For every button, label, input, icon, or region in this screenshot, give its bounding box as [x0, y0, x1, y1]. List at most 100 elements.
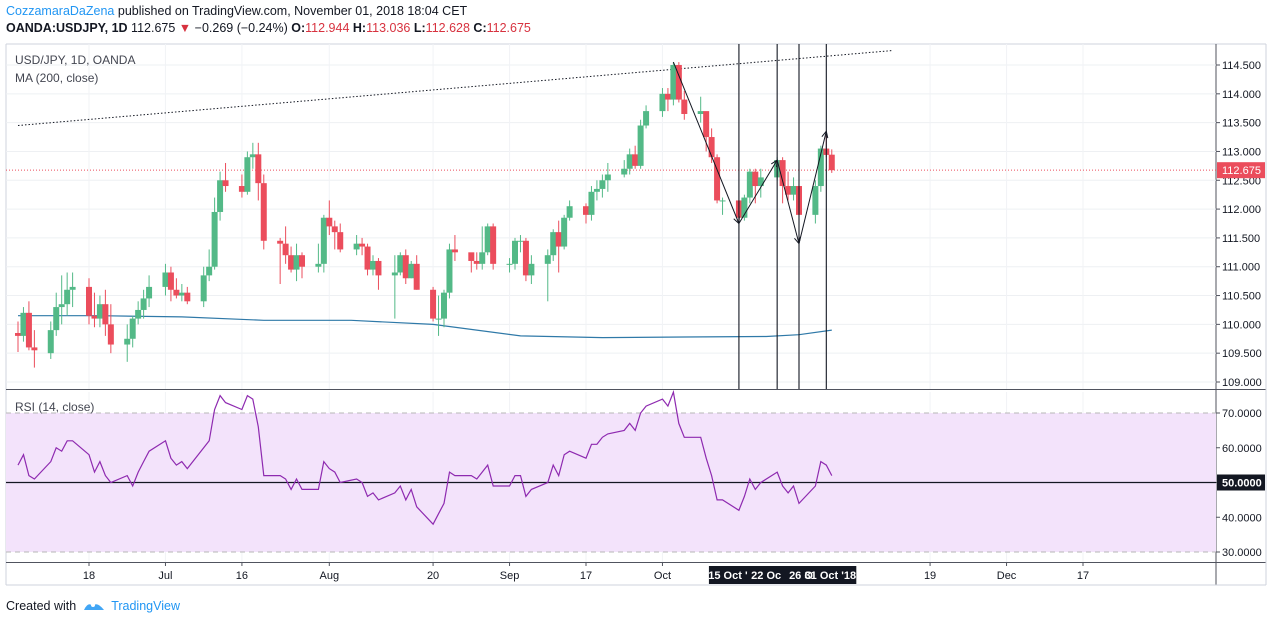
candle-body [757, 177, 764, 187]
candle-body [714, 157, 721, 201]
candle [244, 151, 251, 195]
candle [479, 226, 486, 270]
candle [364, 243, 371, 276]
candle [107, 304, 114, 354]
candle [812, 180, 819, 224]
rsi-tick-label: 60.0000 [1222, 443, 1262, 455]
candle-body [107, 324, 114, 345]
candle [222, 162, 229, 192]
price-tick-label: 114.500 [1222, 60, 1261, 72]
time-tick-label: 17 [580, 570, 592, 582]
candle-body [593, 188, 600, 192]
time-tick-label: Jul [158, 570, 172, 582]
candle-body [828, 154, 835, 171]
symbol-name[interactable]: OANDA:USDJPY, 1D [6, 21, 128, 35]
candle-body [167, 272, 174, 290]
candle-body [315, 263, 322, 267]
candle-body [512, 240, 518, 264]
candle-body [703, 111, 710, 138]
candle-body [326, 217, 333, 227]
arrow-annotations[interactable] [672, 61, 829, 245]
candle-body [69, 286, 76, 290]
candle-body [260, 183, 267, 241]
time-highlight-label: 26 O [789, 570, 813, 582]
candle-body [566, 206, 573, 218]
candle [140, 289, 147, 319]
candle [64, 272, 71, 316]
candle-body [626, 154, 633, 169]
symbol-line: OANDA:USDJPY, 1D 112.675 ▼ −0.269 (−0.24… [6, 20, 1266, 37]
candle-body [15, 333, 21, 336]
tradingview-link[interactable]: TradingView [82, 599, 180, 613]
candle [643, 105, 650, 129]
rsi-tick-label: 40.0000 [1222, 512, 1262, 524]
rsi-legend: RSI (14, close) [15, 400, 94, 414]
candle [173, 278, 180, 299]
price-tick-label: 113.500 [1222, 118, 1261, 130]
publish-line: CozzamaraDaZena published on TradingView… [6, 3, 1266, 20]
candle-body [528, 263, 535, 276]
candle [512, 237, 518, 270]
candle-body [244, 157, 251, 192]
candle-body [391, 272, 398, 276]
candle [746, 168, 753, 204]
candle [320, 214, 327, 273]
candle [528, 255, 535, 285]
arrow-line [798, 131, 827, 244]
time-tick-label: 17 [1077, 570, 1089, 582]
trend-line[interactable] [6, 50, 1216, 171]
candle-body [353, 243, 360, 250]
rsi-axis[interactable]: 70.0000 60.0000 40.0000 30.0000 50.0000 [1216, 408, 1265, 559]
last-price-badge [1217, 162, 1265, 179]
candle [47, 321, 54, 359]
candle-body [408, 263, 415, 279]
candle-body [25, 312, 32, 348]
candle [670, 62, 677, 106]
candle [484, 223, 491, 256]
candle [446, 243, 453, 299]
candle [757, 168, 764, 198]
candle-body [583, 206, 589, 215]
time-tick-label: 20 [427, 570, 439, 582]
candle [102, 289, 109, 336]
candle [506, 258, 513, 273]
candle-body [184, 292, 191, 302]
arrow-head [821, 130, 829, 139]
high-value: 113.036 [366, 21, 411, 35]
candle-body [451, 249, 458, 253]
candle [522, 237, 529, 282]
candle-body [681, 99, 688, 114]
time-axis[interactable]: 18 Jul 16 Aug 20 Sep 17 Oct 19 Dec 17 15 Oct ' 22 Oc… [83, 562, 1089, 584]
author-link[interactable]: CozzamaraDaZena [6, 4, 115, 18]
candle [200, 266, 207, 308]
candle-body [670, 65, 677, 100]
candle [217, 171, 224, 221]
candle-body [779, 160, 786, 187]
candle-body [484, 226, 491, 253]
price-axis[interactable]: 114.500 114.000 113.500 113.000 112.500 112.0… [1216, 60, 1265, 389]
candle-body [91, 315, 98, 319]
tradingview-brand: TradingView [111, 599, 180, 613]
candle [31, 330, 38, 368]
candle-body [473, 260, 480, 264]
time-highlight-label: 15 Oct ' [708, 570, 748, 582]
candle-body [708, 137, 715, 158]
candle [162, 263, 169, 296]
candle-body [370, 260, 376, 270]
candle-body [375, 260, 382, 276]
candle [135, 301, 142, 325]
candle [238, 174, 245, 198]
time-tick-label: 16 [236, 570, 248, 582]
candle-body [522, 240, 529, 276]
candle [703, 111, 710, 152]
candle [375, 258, 382, 290]
candle [299, 252, 305, 279]
candle [331, 220, 338, 250]
rsi-band [6, 412, 1216, 553]
candle-body [621, 168, 628, 175]
candle-body [561, 217, 568, 247]
candle-body [47, 330, 54, 354]
price-tick-label: 113.000 [1222, 146, 1261, 158]
created-with-text: Created with [6, 599, 77, 613]
